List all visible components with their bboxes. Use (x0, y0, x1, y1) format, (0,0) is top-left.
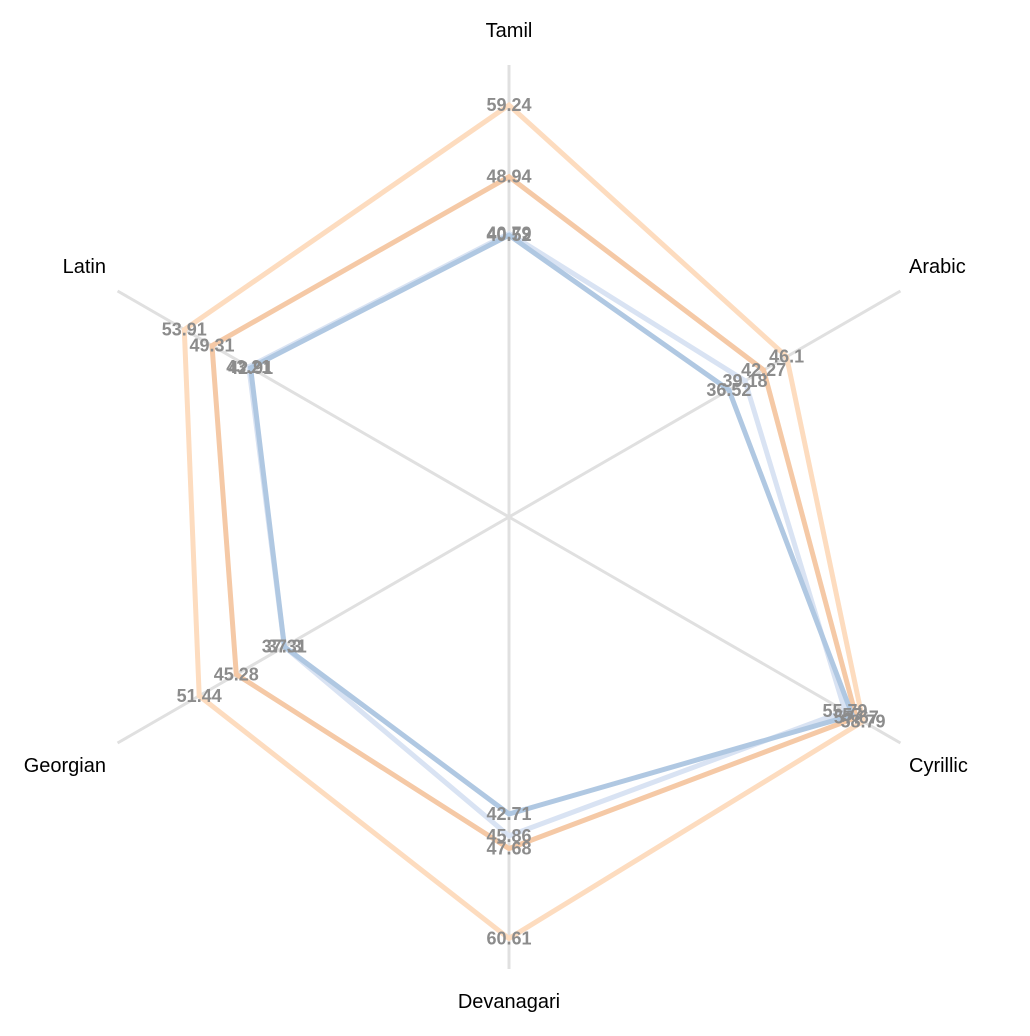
value-label-arabic-series-1: 46.1 (769, 347, 804, 367)
series-4-polygon (247, 232, 856, 817)
value-label-arabic-series-4: 36.52 (706, 380, 751, 400)
value-label-tamil-series-3: 40.79 (486, 223, 531, 243)
axes-layer (116, 65, 902, 969)
axis-line-georgian (116, 515, 510, 745)
series-2-polygon (209, 173, 860, 852)
value-label-latin-series-1: 53.91 (162, 320, 207, 340)
value-label-arabic-series-3: 39.18 (722, 371, 767, 391)
value-label-cyrillic-series-3: 55.79 (822, 701, 867, 721)
value-label-georgian-series-4: 37.3 (267, 637, 302, 657)
value-label-cyrillic-series-4: 57 (842, 705, 862, 725)
value-labels-layer: 59.24 46.1 58.79 60.61 51.44 53.91 48.94 42.27 5… (162, 95, 886, 948)
axis-title-cyrillic: Cyrillic (909, 755, 968, 777)
axis-title-arabic: Arabic (909, 256, 966, 278)
value-label-georgian-series-1: 51.44 (177, 686, 222, 706)
value-label-cyrillic-series-1: 58.79 (840, 711, 885, 731)
axis-title-latin: Latin (63, 256, 106, 278)
axis-title-devanagari: Devanagari (458, 991, 560, 1013)
value-label-tamil-series-1: 59.24 (486, 95, 531, 115)
value-label-tamil-series-2: 48.94 (486, 167, 531, 187)
value-label-tamil-series-4: 40.52 (486, 225, 531, 245)
series-layer (181, 101, 866, 942)
value-label-arabic-series-2: 42.27 (741, 360, 786, 380)
axis-titles-layer: Tamil Arabic Cyrillic Devanagari Georgian Lat… (24, 20, 968, 1013)
value-label-cyrillic-series-2: 57.67 (834, 708, 879, 728)
value-label-devanagari-series-1: 60.61 (486, 929, 531, 949)
axis-line-cyrillic (508, 515, 902, 745)
value-label-devanagari-series-3: 45.86 (486, 826, 531, 846)
value-label-georgian-series-2: 45.28 (214, 664, 259, 684)
value-label-latin-series-2: 49.31 (189, 336, 234, 356)
value-label-georgian-series-3: 37.31 (262, 637, 307, 657)
axis-title-tamil: Tamil (486, 20, 533, 42)
axis-line-arabic (508, 289, 902, 519)
value-label-latin-series-3: 43.21 (226, 357, 271, 377)
value-label-latin-series-4: 42.91 (228, 358, 273, 378)
value-label-devanagari-series-2: 47.68 (486, 839, 531, 859)
axis-title-georgian: Georgian (24, 755, 106, 777)
series-1-polygon (181, 101, 866, 942)
value-label-devanagari-series-4: 42.71 (486, 804, 531, 824)
